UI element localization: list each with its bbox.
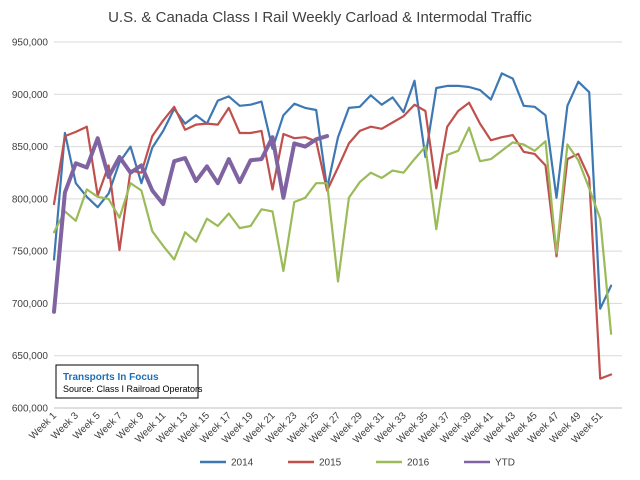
source-box-title: Transports In Focus xyxy=(63,372,159,383)
y-tick-label: 950,000 xyxy=(12,38,49,49)
legend-label-2015: 2015 xyxy=(319,458,342,469)
y-tick-label: 900,000 xyxy=(12,90,49,101)
legend-label-2016: 2016 xyxy=(407,458,430,469)
y-tick-label: 600,000 xyxy=(12,404,49,415)
legend-label-ytd: YTD xyxy=(495,458,515,469)
legend-label-2014: 2014 xyxy=(231,458,254,469)
series-line-ytd xyxy=(52,134,330,314)
y-tick-label: 750,000 xyxy=(12,247,49,258)
series-line-2014 xyxy=(52,72,613,310)
y-tick-label: 850,000 xyxy=(12,142,49,153)
y-tick-label: 650,000 xyxy=(12,351,49,362)
series-line-2016 xyxy=(52,126,613,335)
y-axis-ticks: 600,000 650,000 700,000 750,000 800,000 850,0… xyxy=(12,38,49,415)
source-box-text: Source: Class I Railroad Operators xyxy=(63,384,203,394)
source-box: Transports In Focus Source: Class I Rail… xyxy=(55,364,203,399)
chart-title: U.S. & Canada Class I Rail Weekly Carloa… xyxy=(108,9,532,26)
y-tick-label: 700,000 xyxy=(12,299,49,310)
y-tick-label: 800,000 xyxy=(12,194,49,205)
gridlines xyxy=(54,41,622,357)
source-box-border xyxy=(55,364,199,399)
series-lines xyxy=(52,72,613,380)
legend: 2014 2015 2016 YTD xyxy=(200,458,515,469)
